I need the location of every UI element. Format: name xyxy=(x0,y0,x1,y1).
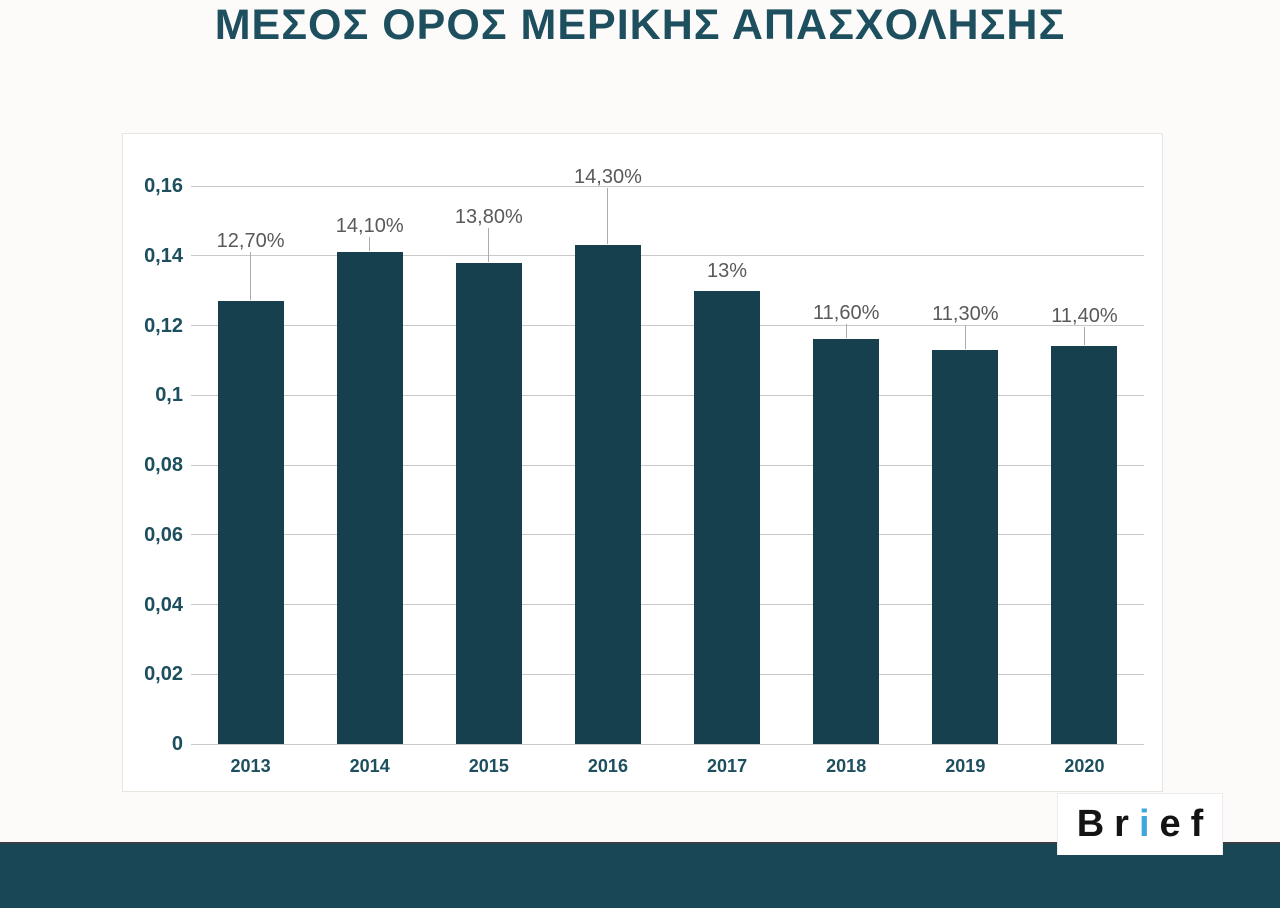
y-tick-label: 0,02 xyxy=(144,663,183,686)
logo-letters-ef: ef xyxy=(1159,803,1214,845)
y-tick-label: 0,04 xyxy=(144,593,183,616)
leader-line xyxy=(1083,327,1085,346)
bar xyxy=(1051,346,1118,744)
bar-value-label: 14,30% xyxy=(574,166,642,189)
bar-value-label: 11,40% xyxy=(1051,305,1118,328)
leader-line xyxy=(964,324,966,349)
leader-line xyxy=(845,324,847,339)
leader-line xyxy=(488,227,490,262)
bar xyxy=(574,245,641,744)
gridline xyxy=(191,185,1144,187)
bar xyxy=(455,262,522,744)
y-tick-label: 0,08 xyxy=(144,454,183,476)
brief-logo-text: Brief xyxy=(1067,803,1214,846)
bar xyxy=(813,339,880,744)
chart-title: ΜΕΣΟΣ ΟΡΟΣ ΜΕΡΙΚΗΣ ΑΠΑΣΧΟΛΗΣΗΣ xyxy=(214,1,1066,49)
x-tick-label: 2020 xyxy=(1064,756,1105,776)
x-tick-label: 2018 xyxy=(826,756,867,776)
y-tick-label: 0,06 xyxy=(144,523,183,546)
bar xyxy=(217,301,284,744)
gridline xyxy=(191,743,1144,745)
bar-value-label: 11,60% xyxy=(813,302,880,325)
bar-value-label: 13% xyxy=(707,259,748,282)
y-tick-label: 0,1 xyxy=(155,384,183,407)
gridline xyxy=(191,464,1144,466)
leader-line xyxy=(369,237,371,252)
bar xyxy=(932,349,999,744)
x-tick-label: 2015 xyxy=(468,756,509,776)
gridline xyxy=(191,534,1144,536)
x-tick-label: 2017 xyxy=(707,756,748,776)
gridline xyxy=(191,394,1144,396)
leader-line xyxy=(607,188,609,245)
x-tick-label: 2019 xyxy=(945,756,986,776)
y-tick-label: 0,16 xyxy=(144,175,183,197)
gridline xyxy=(191,604,1144,605)
x-tick-label: 2013 xyxy=(230,756,271,776)
bar-value-label: 14,10% xyxy=(335,215,404,238)
leader-line xyxy=(250,252,252,301)
chart-panel: 0 0,02 0,04 0,06 0,08 0,1 0,12 0,14 0,16 12,70% 20… xyxy=(122,133,1163,792)
bar-value-label: 11,30% xyxy=(932,302,999,325)
logo-letter-i-accent: i xyxy=(1138,803,1160,845)
gridline xyxy=(191,325,1144,326)
bar xyxy=(336,252,403,744)
plot-area: 0 0,02 0,04 0,06 0,08 0,1 0,12 0,14 0,16 12,70% 20… xyxy=(123,134,1162,791)
x-tick-label: 2016 xyxy=(587,756,628,776)
logo-letters-br: Br xyxy=(1076,803,1139,845)
y-tick-label: 0,14 xyxy=(144,244,183,267)
gridline xyxy=(191,673,1144,675)
x-tick-label: 2014 xyxy=(349,756,390,776)
y-tick-label: 0 xyxy=(171,733,183,755)
gridline xyxy=(191,255,1144,257)
bar-value-label: 12,70% xyxy=(216,230,285,253)
y-tick-label: 0,12 xyxy=(144,314,183,337)
bar-value-label: 13,80% xyxy=(454,205,523,228)
brief-logo-box: Brief xyxy=(1057,793,1223,855)
bar xyxy=(694,290,761,744)
